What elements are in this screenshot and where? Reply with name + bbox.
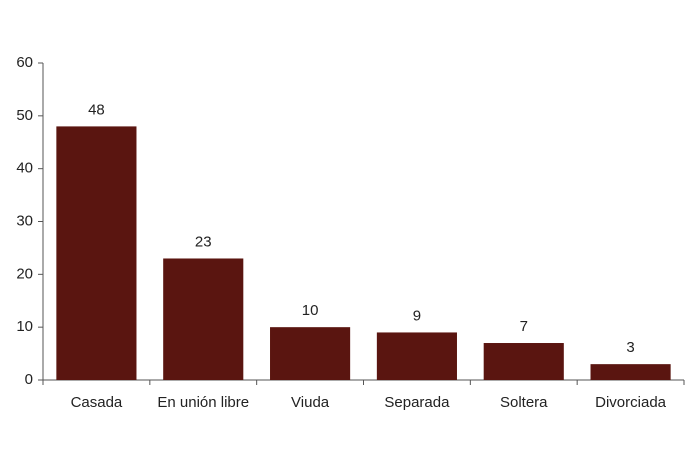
y-tick-label: 50 bbox=[16, 107, 33, 124]
data-label: 3 bbox=[626, 339, 634, 356]
x-tick-label: Soltera bbox=[500, 394, 548, 411]
x-tick-label: Separada bbox=[384, 394, 450, 411]
y-tick-label: 60 bbox=[16, 54, 33, 71]
x-tick-label: Divorciada bbox=[595, 394, 667, 411]
x-tick-label: En unión libre bbox=[157, 394, 249, 411]
y-tick-label: 10 bbox=[16, 318, 33, 335]
y-tick-label: 40 bbox=[16, 160, 33, 177]
y-tick-label: 20 bbox=[16, 265, 33, 282]
bar bbox=[270, 327, 351, 380]
data-label: 10 bbox=[302, 302, 319, 319]
data-label: 9 bbox=[413, 307, 421, 324]
bar bbox=[56, 126, 137, 381]
y-tick-label: 30 bbox=[16, 212, 33, 229]
data-label: 48 bbox=[88, 101, 105, 118]
y-tick-label: 0 bbox=[25, 371, 33, 388]
data-label: 23 bbox=[195, 233, 212, 250]
bar bbox=[376, 332, 457, 380]
x-tick-label: Viuda bbox=[291, 394, 330, 411]
bar bbox=[590, 364, 671, 380]
bar bbox=[163, 258, 244, 380]
x-tick-label: Casada bbox=[71, 394, 123, 411]
bar bbox=[483, 343, 564, 380]
data-label: 7 bbox=[520, 318, 528, 335]
